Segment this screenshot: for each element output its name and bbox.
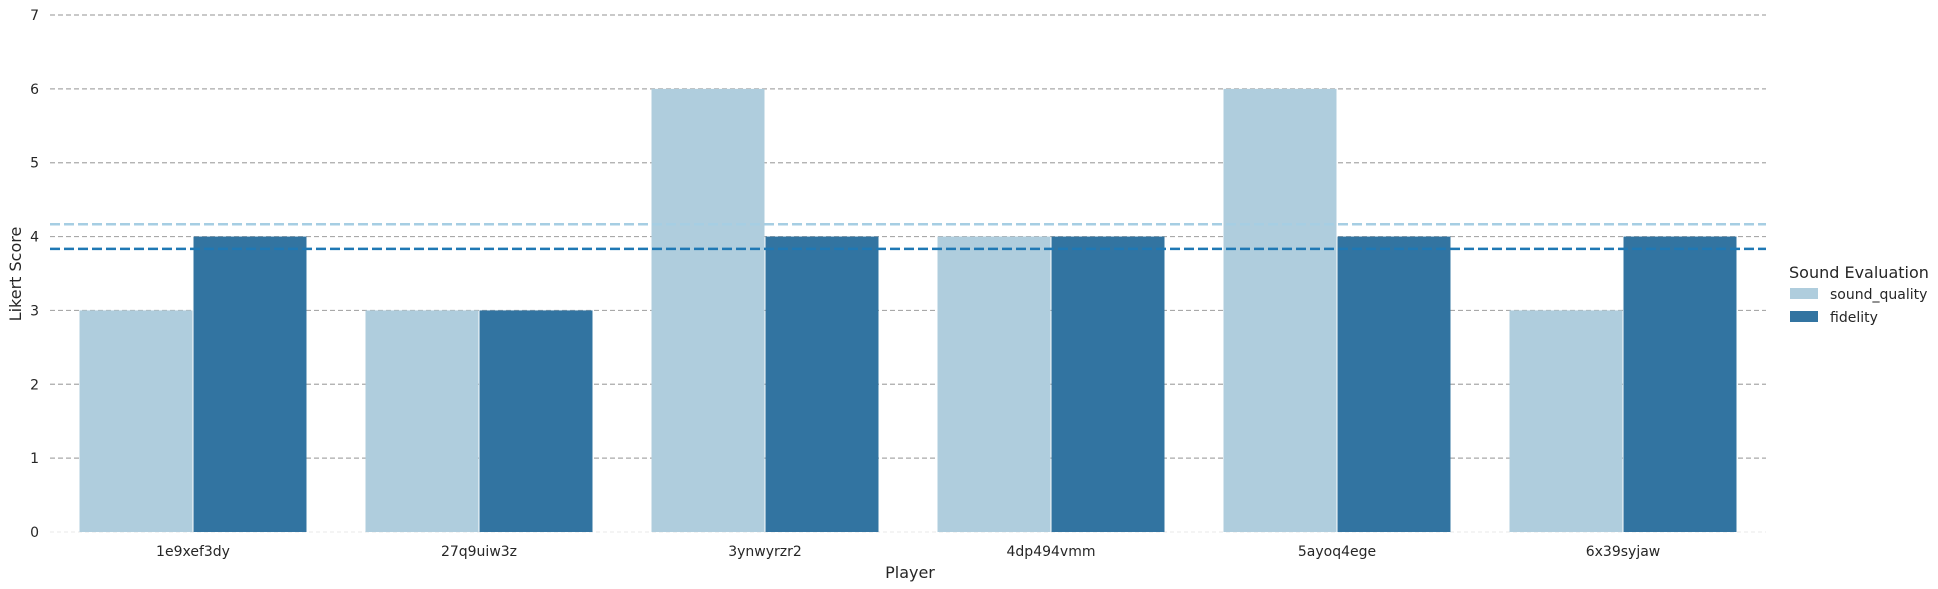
y-tick-label: 0: [30, 525, 39, 541]
x-tick-labels: 1e9xef3dy 27q9uiw3z 3ynwyrzr2 4dp494vmm 5ayo…: [156, 544, 1660, 560]
bar-fidelity-27q9uiw3z: [479, 310, 593, 532]
bar-fidelity-3ynwyrzr2: [765, 236, 879, 533]
y-tick-label: 7: [30, 8, 39, 24]
bar-sound-quality-27q9uiw3z: [365, 310, 479, 532]
bar-fidelity-5ayoq4ege: [1337, 236, 1451, 533]
legend: Sound Evaluation sound_quality fidelity: [1789, 263, 1929, 326]
y-tick-labels: 0 1 2 3 4 5 6 7: [30, 8, 39, 541]
x-tick-label: 1e9xef3dy: [156, 544, 230, 560]
legend-swatch-fidelity: [1790, 311, 1818, 322]
y-tick-label: 1: [30, 451, 39, 467]
bar-sound-quality-6x39syjaw: [1509, 310, 1623, 532]
y-tick-label: 5: [30, 156, 39, 172]
y-axis-label: Likert Score: [6, 227, 25, 322]
bar-sound-quality-5ayoq4ege: [1223, 88, 1337, 532]
x-tick-label: 5ayoq4ege: [1298, 544, 1376, 560]
gridlines: [50, 14, 1766, 533]
x-axis-label: Player: [885, 563, 935, 582]
y-tick-label: 3: [30, 303, 39, 319]
bar-sound-quality-4dp494vmm: [937, 236, 1051, 533]
legend-swatch-sound-quality: [1790, 288, 1818, 299]
mean-lines: [50, 222, 1766, 251]
bar-fidelity-1e9xef3dy: [193, 236, 307, 533]
bar-fidelity-4dp494vmm: [1051, 236, 1165, 533]
bar-fidelity-6x39syjaw: [1623, 236, 1737, 533]
legend-title: Sound Evaluation: [1789, 263, 1929, 282]
legend-label-sound-quality: sound_quality: [1830, 287, 1927, 303]
y-tick-label: 4: [30, 230, 39, 246]
bar-sound-quality-1e9xef3dy: [79, 310, 193, 532]
x-tick-label: 4dp494vmm: [1007, 544, 1096, 560]
legend-label-fidelity: fidelity: [1830, 310, 1878, 326]
x-tick-label: 6x39syjaw: [1586, 544, 1661, 560]
bars: [79, 88, 1737, 533]
bar-sound-quality-3ynwyrzr2: [651, 88, 765, 532]
x-tick-label: 3ynwyrzr2: [728, 544, 802, 560]
y-tick-label: 2: [30, 377, 39, 393]
y-tick-label: 6: [30, 82, 39, 98]
x-tick-label: 27q9uiw3z: [441, 544, 517, 560]
